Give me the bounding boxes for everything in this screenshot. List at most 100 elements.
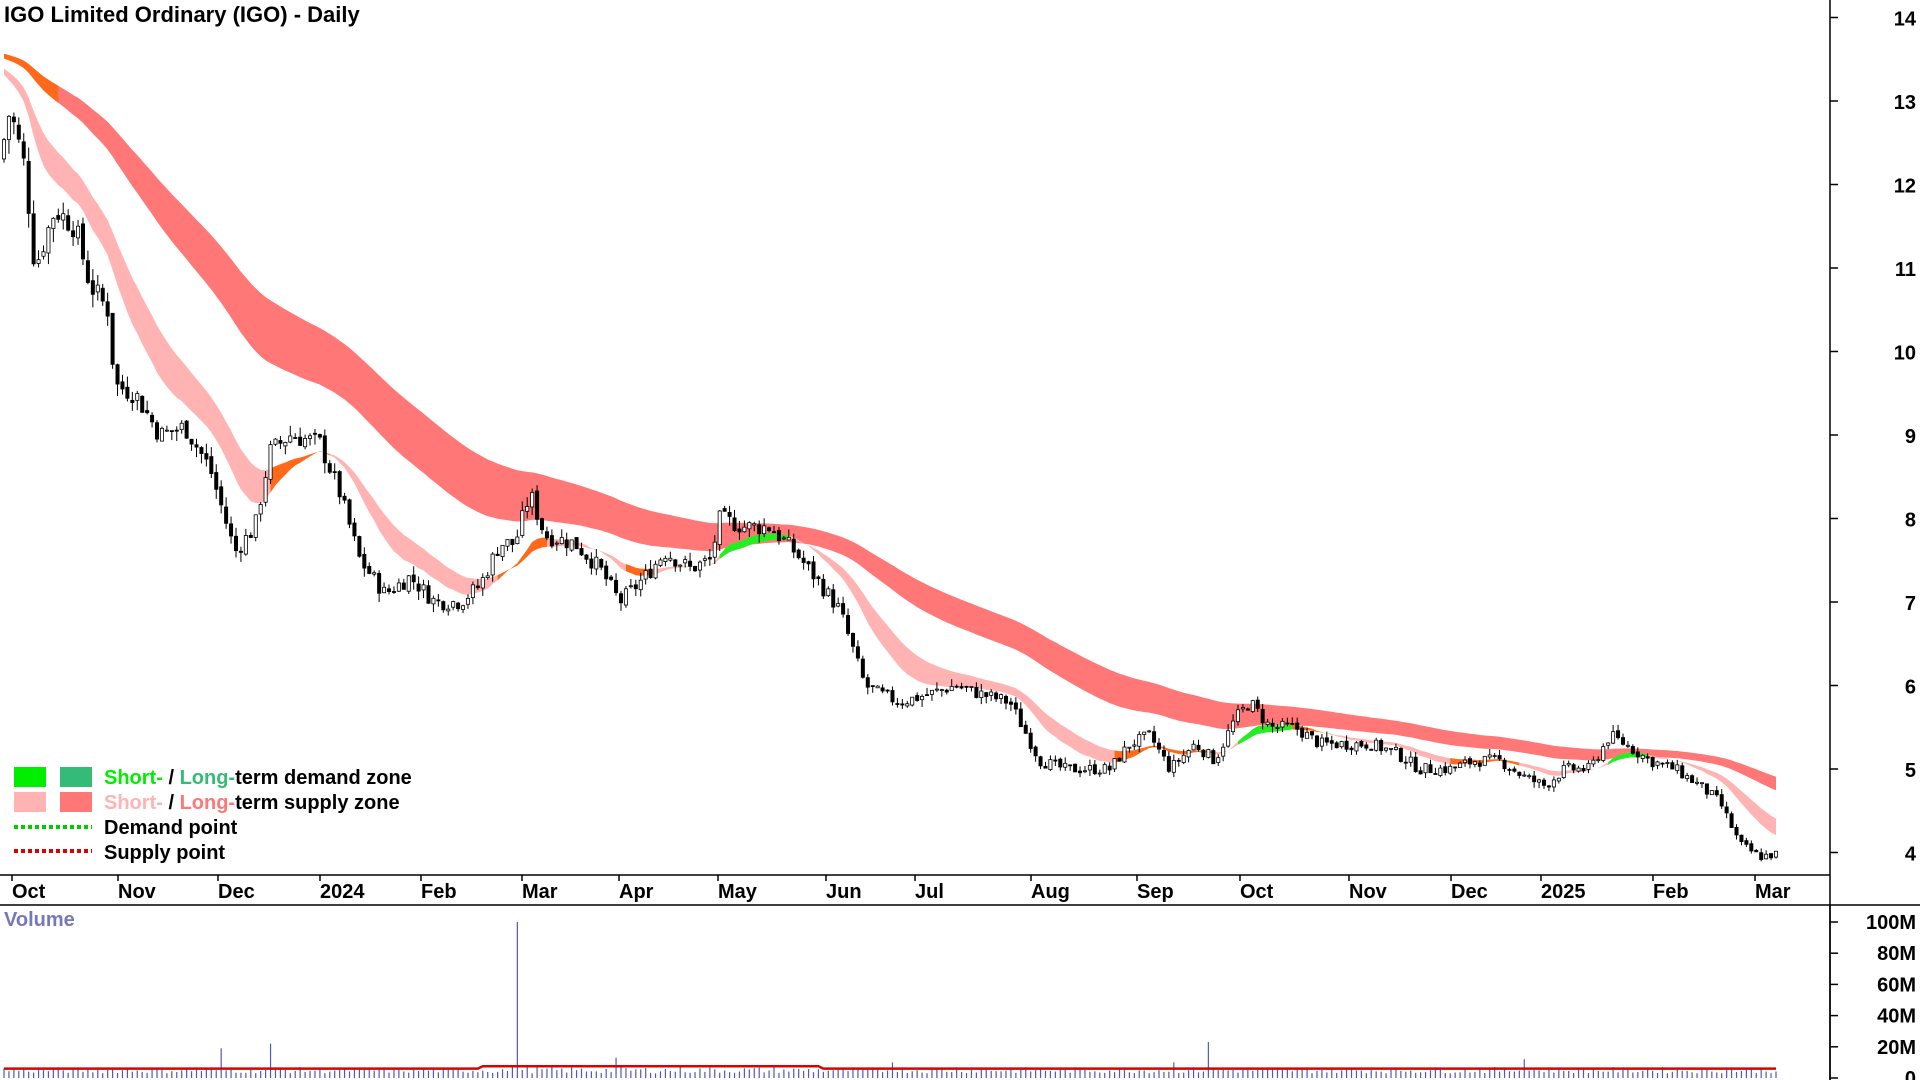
time-axis: Oct Nov Dec 2024 Feb Mar Apr May Jun Jul Aug Sep Oct… — [11, 875, 1791, 903]
candle-body — [1097, 772, 1102, 775]
time-tick-label: Feb — [1653, 881, 1689, 903]
candle-body — [663, 557, 668, 562]
candle-body — [95, 284, 100, 293]
price-tick-label: 10 — [1894, 343, 1916, 365]
candle-body — [1206, 749, 1211, 758]
candle-body — [184, 420, 189, 439]
candle-body — [1028, 732, 1033, 749]
candle-body — [41, 251, 46, 257]
candle-body — [989, 691, 994, 696]
candle-body — [1719, 794, 1724, 807]
candle-body — [1566, 763, 1571, 766]
candle-body — [702, 558, 707, 561]
candle-body — [263, 477, 268, 503]
candle-body — [846, 615, 851, 634]
candle-body — [1068, 764, 1073, 767]
candle-body — [327, 463, 332, 473]
volume-tick-label: 0 — [1905, 1068, 1916, 1080]
candle-body — [1087, 765, 1092, 771]
candle-body — [569, 539, 574, 551]
candle-body — [110, 312, 115, 365]
candle-body — [283, 441, 288, 447]
candle-body — [1774, 850, 1779, 858]
candle-body — [135, 393, 140, 401]
candle-body — [999, 694, 1004, 699]
candle-body — [169, 430, 174, 433]
price-tick-label: 4 — [1905, 844, 1917, 866]
candle-body — [332, 471, 337, 474]
candle-body — [391, 591, 396, 593]
candle-body — [322, 435, 327, 464]
candle-body — [36, 259, 41, 264]
candle-body — [100, 287, 105, 302]
price-tick-label: 9 — [1905, 426, 1916, 448]
candle-body — [1082, 770, 1087, 773]
candle-body — [61, 213, 66, 221]
candle-body — [377, 572, 382, 594]
candle-body — [352, 522, 357, 537]
candle-body — [1260, 709, 1265, 724]
candle-body — [1734, 826, 1739, 836]
candle-body — [1339, 741, 1344, 748]
candle-body — [1092, 764, 1097, 775]
candle-body — [115, 364, 120, 385]
candle-body — [298, 436, 303, 446]
candle-body — [693, 565, 698, 572]
candle-body — [1349, 747, 1354, 751]
candle-body — [312, 432, 317, 435]
candle-body — [1448, 765, 1453, 774]
candle-body — [668, 557, 673, 561]
candle-body — [490, 553, 495, 576]
candle-body — [1314, 735, 1319, 748]
candle-body — [258, 504, 263, 515]
price-tick-label: 6 — [1905, 677, 1916, 699]
candle-body — [1635, 751, 1640, 758]
candle-body — [1744, 840, 1749, 845]
candle-body — [1374, 739, 1379, 751]
candle-body — [1211, 750, 1216, 765]
candle-body — [920, 695, 925, 701]
candle-body — [688, 560, 693, 567]
candle-body — [1606, 742, 1611, 746]
candle-body — [470, 584, 475, 599]
candle-body — [589, 558, 594, 569]
candle-body — [288, 435, 293, 443]
candlestick-series — [2, 112, 1779, 862]
candle-body — [1492, 755, 1497, 757]
candle-body — [865, 677, 870, 688]
price-axis: 4 5 6 7 8 9 10 11 12 13 14 — [1830, 9, 1917, 866]
candle-body — [1418, 770, 1423, 775]
price-tick-label: 8 — [1905, 510, 1916, 532]
time-tick-label: Dec — [218, 881, 255, 903]
time-tick-label: Aug — [1031, 881, 1070, 903]
candle-body — [623, 588, 628, 606]
price-tick-label: 5 — [1905, 760, 1916, 782]
candle-body — [1117, 757, 1122, 762]
candle-body — [1650, 756, 1655, 768]
candle-body — [1181, 754, 1186, 763]
candle-body — [1166, 756, 1171, 772]
candle-body — [233, 535, 238, 552]
candle-body — [1196, 744, 1201, 751]
candle-body — [293, 437, 298, 439]
candle-body — [1537, 779, 1542, 783]
candle-body — [1053, 759, 1058, 762]
candle-body — [1161, 749, 1166, 757]
candle-body — [604, 565, 609, 580]
candle-body — [1078, 770, 1083, 774]
candle-body — [1142, 731, 1147, 735]
candle-body — [643, 570, 648, 580]
candle-body — [1157, 742, 1162, 750]
candle-body — [1472, 761, 1477, 765]
time-tick-label: 2025 — [1541, 881, 1586, 903]
candle-body — [1023, 724, 1028, 734]
candle-body — [480, 577, 485, 589]
candle-body — [1344, 740, 1349, 750]
candle-body — [337, 471, 342, 498]
candle-body — [609, 576, 614, 580]
candle-body — [732, 517, 737, 532]
volume-tick-label: 60M — [1877, 974, 1916, 996]
candle-body — [1724, 806, 1729, 814]
candle-body — [841, 603, 846, 615]
